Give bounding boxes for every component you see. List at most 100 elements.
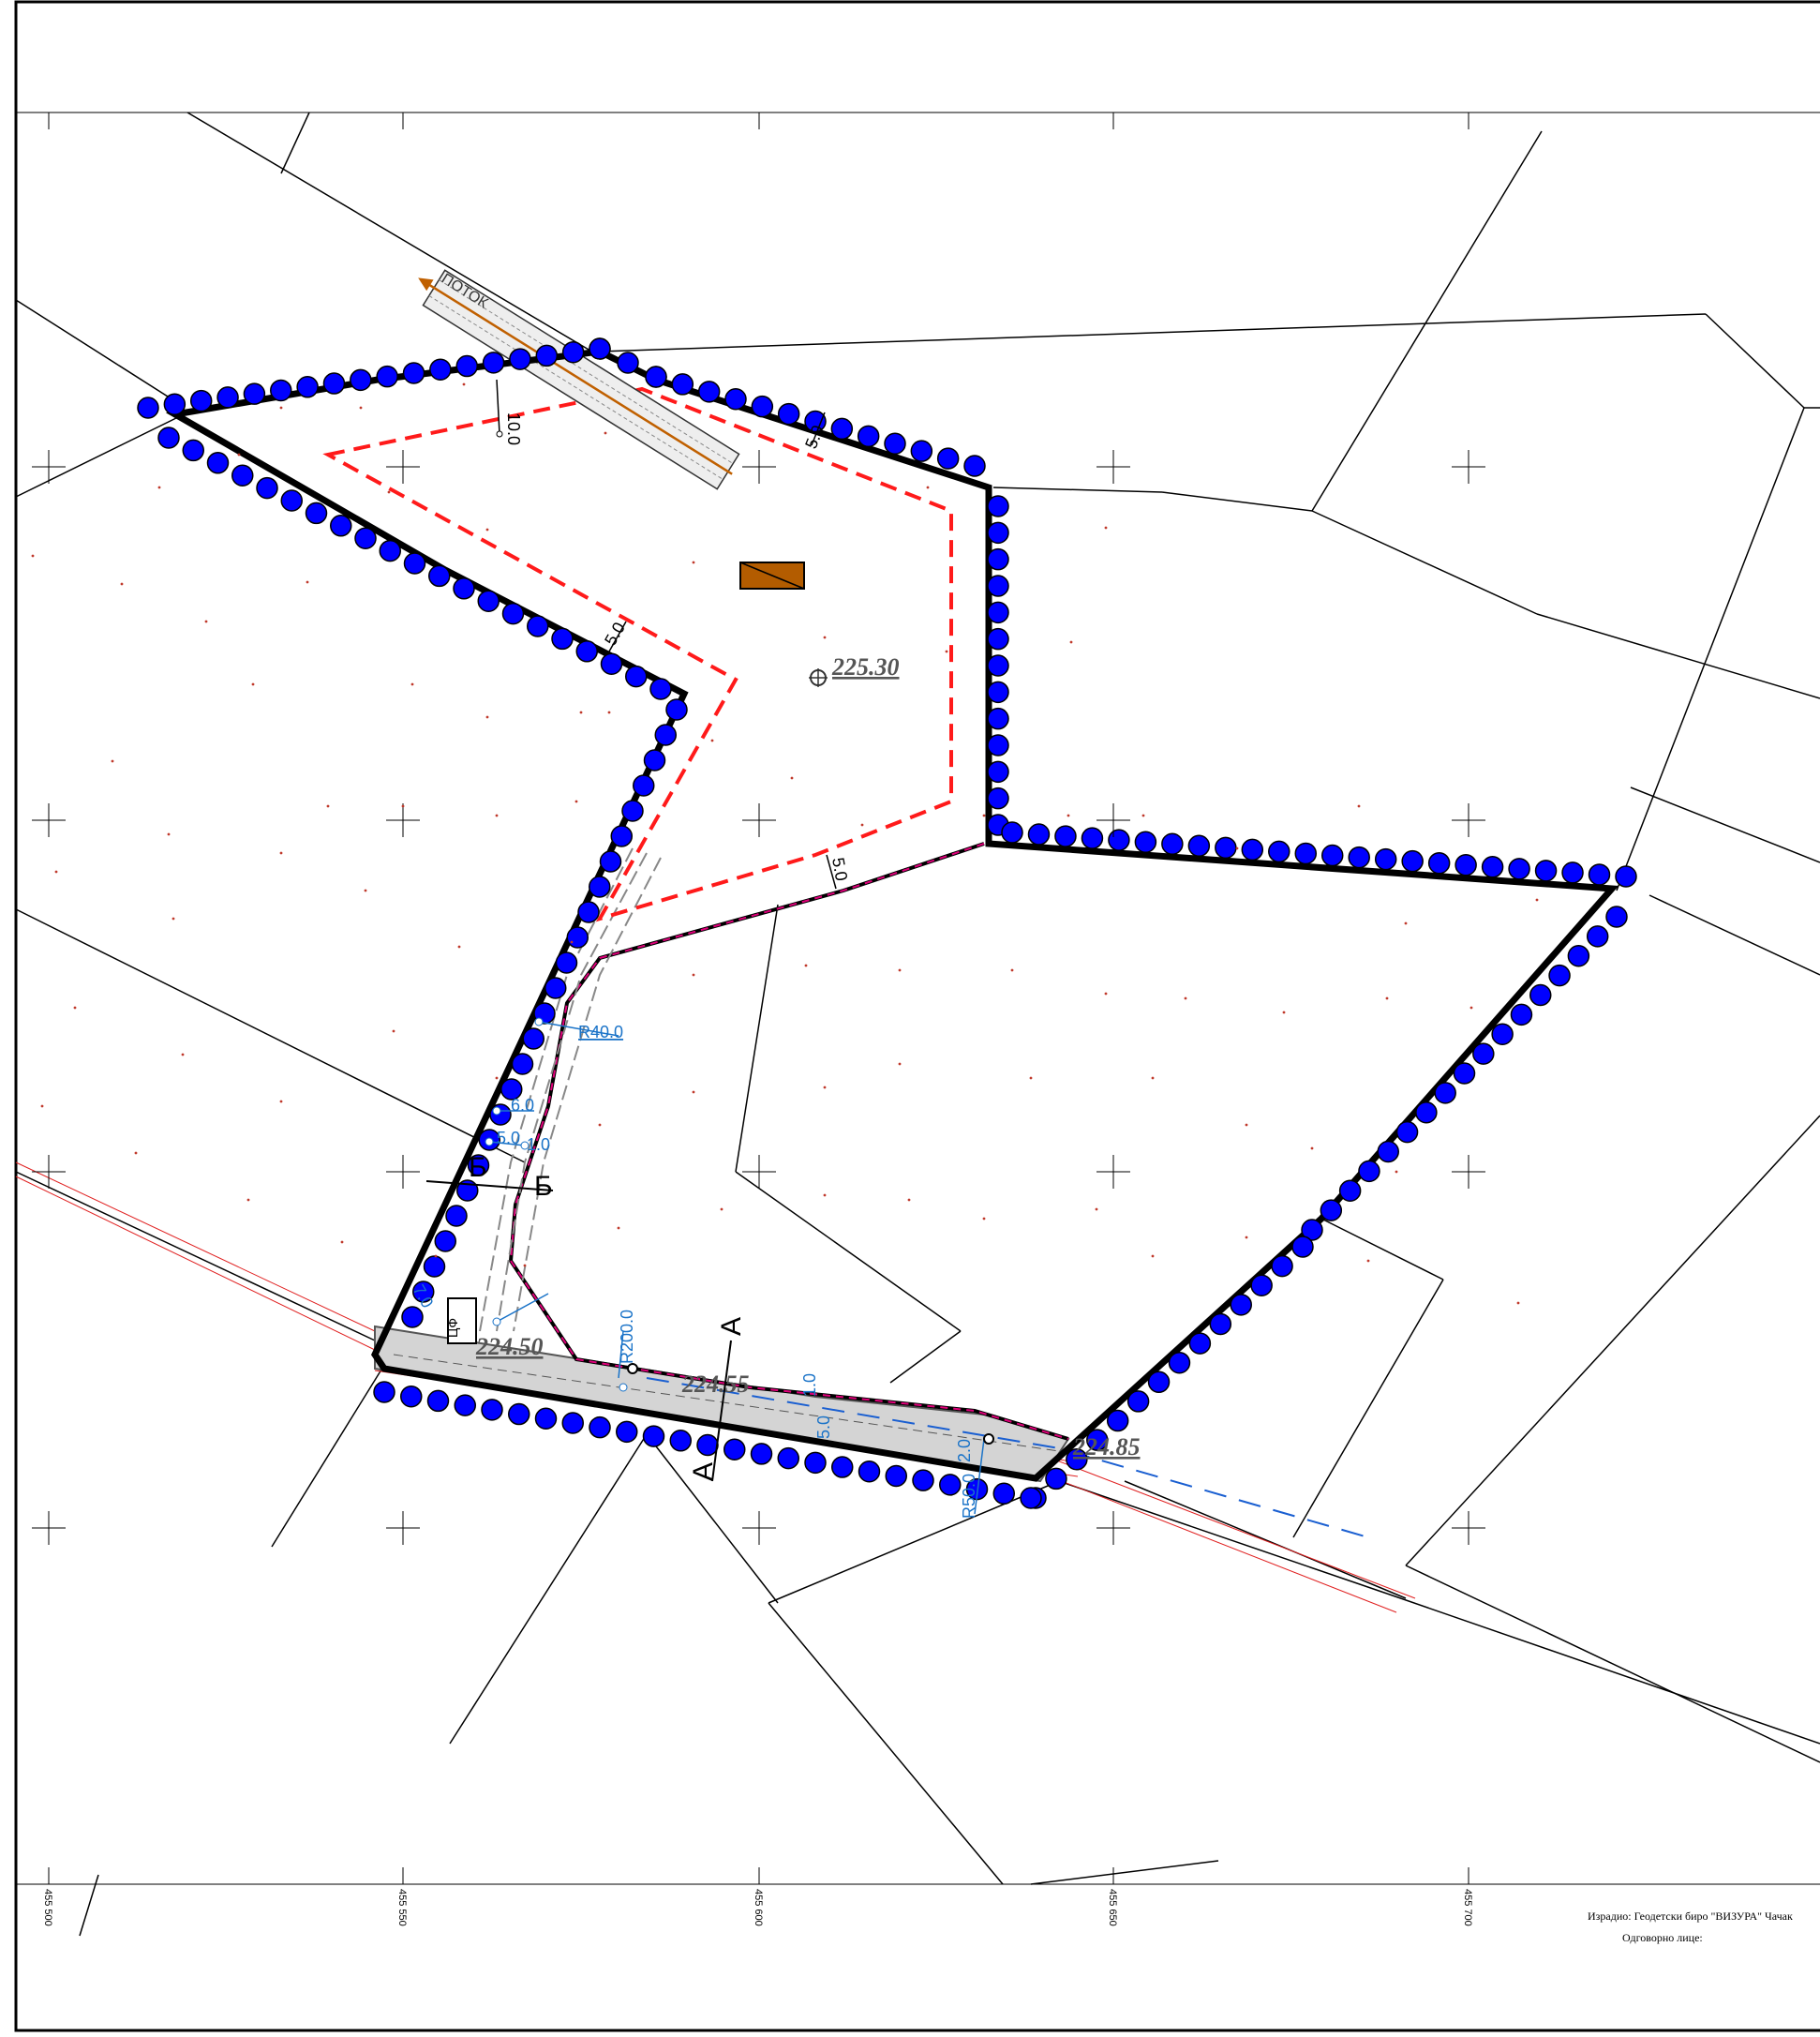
spot-height-point [617,1226,620,1230]
grid-coordinate-labels: 455 500 455 550 455 600 455 650 455 700 [42,1889,1473,1926]
tree-marker [1395,1120,1419,1144]
spot-height-point [1282,1011,1286,1014]
tree-marker [1320,1199,1343,1221]
tree-marker [296,376,319,398]
spot-height-point [495,814,499,817]
spot-height-point [410,682,414,686]
section-b-right: Б [534,1171,553,1202]
elevation-east: 224.85 [1072,1433,1141,1460]
tree-marker [616,1420,638,1444]
tree-marker [1605,906,1628,928]
spot-height-point [1385,996,1389,1000]
parcel-lines [15,112,1820,1937]
tree-marker [322,372,346,395]
tree-marker [642,1425,665,1447]
spot-height-point [204,620,208,623]
spot-height-point [1245,1236,1248,1239]
spot-height-point [823,1086,827,1089]
road-edge-magenta-overlay [509,843,1069,1440]
spot-height-point [392,1029,395,1033]
road-edge-magenta [508,842,1069,1441]
tree-marker [535,344,559,367]
spot-height-point [279,406,283,410]
spot-height-point [401,804,405,808]
tree-marker [1241,838,1264,861]
tree-marker [1188,1332,1212,1355]
tree-marker [777,1446,799,1470]
spot-height-point [251,682,255,686]
tree-marker [1586,925,1609,948]
tree-marker [1529,983,1552,1007]
tree-marker [987,707,1009,730]
spot-height-point [607,711,611,714]
svg-text:455 600: 455 600 [753,1889,764,1926]
tree-marker [551,627,574,651]
tree-marker [987,734,1009,756]
tree-marker [987,681,1009,704]
svg-text:455 500: 455 500 [42,1889,53,1926]
survey-markers [627,1363,994,1445]
tree-marker [157,427,180,449]
tree-marker [724,1438,746,1460]
spot-height-point [1104,992,1108,996]
spot-height-point [1310,1146,1314,1150]
tree-marker [1348,846,1370,869]
tree-marker [511,1053,534,1075]
spot-height-point [172,917,175,921]
tree-row [137,337,1637,1509]
tree-marker [373,1381,395,1403]
tree-marker [724,388,747,411]
border-ticks [48,112,1469,1884]
tree-marker [379,539,401,562]
sheet-frame [14,0,1820,2032]
spot-height-point [246,1198,250,1202]
tree-marker [508,1402,530,1426]
tree-marker [912,1469,934,1491]
tree-marker [534,1407,558,1430]
spot-height-point [181,1053,185,1056]
tree-marker [857,425,880,448]
tree-marker [426,1389,450,1413]
spot-height-point [279,851,283,855]
spot-height-point [1535,898,1539,902]
spot-height-point [926,486,930,489]
spot-height-point [120,582,124,586]
tree-marker [1401,849,1424,873]
tree-marker [577,901,600,923]
spot-height-point [804,964,808,967]
spot-height-point [237,453,241,457]
spot-height-point [306,580,309,584]
tree-marker [1134,831,1157,853]
tree-marker [445,1205,468,1227]
spot-height-point [485,528,489,532]
tree-marker [987,760,1009,784]
tree-marker [1081,827,1104,849]
tree-marker [561,340,585,364]
tree-marker [575,640,598,663]
spot-height-point [1395,1170,1398,1174]
road-axis [393,1354,1060,1452]
tree-marker [750,1443,773,1465]
grid-crosses [32,450,1485,1545]
tree-marker [987,601,1009,624]
building-line [322,386,953,922]
elevation-mid: 224.55 [681,1370,750,1398]
spot-height-point [790,776,794,780]
plot-boundary [165,348,1619,1482]
tree-marker [423,1255,446,1278]
tree-marker [412,1281,435,1303]
svg-text:455 550: 455 550 [396,1889,408,1926]
spot-height-point [54,870,58,874]
spot-height-point [364,889,367,892]
tree-marker [354,527,377,549]
svg-text:2.0: 2.0 [955,1439,974,1462]
section-b-left: Б [469,1152,487,1183]
tree-marker [939,1474,962,1496]
spot-height-point [387,490,391,494]
tree-marker [1301,1219,1323,1241]
tree-marker [330,515,352,537]
tree-marker [1271,1254,1293,1278]
tree-marker [987,495,1009,517]
spot-height-point [31,554,35,558]
